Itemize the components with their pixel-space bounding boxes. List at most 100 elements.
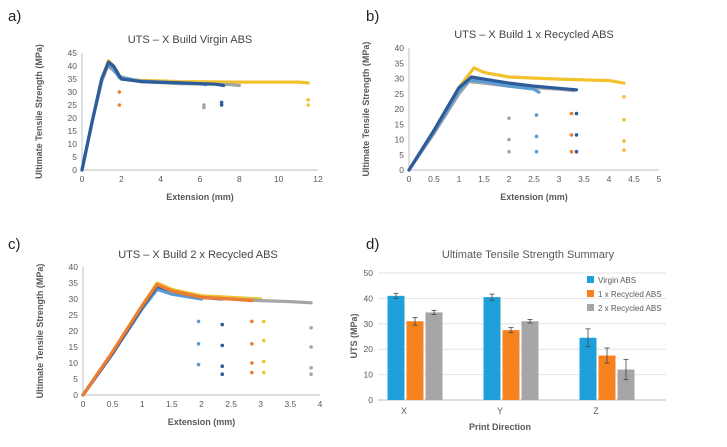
summary-xlabel: Print Direction xyxy=(469,422,531,432)
chart0-ylabel: Ultimate Tensile Strength (MPa) xyxy=(34,44,44,179)
chart0-xtick-label: 8 xyxy=(237,174,242,184)
chart2-series-line-3 xyxy=(81,284,224,397)
chart0-xtick-label: 10 xyxy=(274,174,284,184)
chart0-ytick-label: 10 xyxy=(68,139,78,149)
chart2-ytick-label: 35 xyxy=(69,278,79,288)
chart0-title: UTS – X Build Virgin ABS xyxy=(128,34,253,46)
chart2-xtick-label: 2 xyxy=(199,399,204,409)
summary-legend-swatch xyxy=(587,276,594,283)
chart0-ytick-label: 35 xyxy=(68,74,78,84)
chart1-xtick-label: 2.5 xyxy=(528,174,540,184)
summary-title: Ultimate Tensile Strength Summary xyxy=(442,249,615,261)
summary-legend-swatch xyxy=(587,290,594,297)
chart1-data-point xyxy=(569,149,574,154)
summary-category-label: Z xyxy=(593,406,599,416)
chart2-ytick-label: 25 xyxy=(69,310,79,320)
chart0-xtick-label: 2 xyxy=(119,174,124,184)
chart0-xlabel: Extension (mm) xyxy=(166,192,234,202)
chart2-ytick-label: 15 xyxy=(69,342,79,352)
chart1-xtick-label: 2 xyxy=(507,174,512,184)
summary-category-label: Y xyxy=(497,406,503,416)
summary-bar xyxy=(387,295,405,400)
chart1-ytick-label: 5 xyxy=(399,150,404,160)
chart1-xtick-label: 0.5 xyxy=(428,174,440,184)
chart2-xtick-label: 3.5 xyxy=(284,399,296,409)
chart1-series-line-1 xyxy=(407,79,576,172)
chart0-xtick-label: 6 xyxy=(198,174,203,184)
chart2-data-point xyxy=(250,370,254,375)
chart2-data-point xyxy=(309,345,313,349)
chart0-ytick-label: 45 xyxy=(68,48,78,58)
chart2-data-point xyxy=(250,342,254,346)
chart0-ytick-label: 15 xyxy=(68,126,78,136)
summary-bar xyxy=(406,321,424,400)
chart1-ylabel: Ultimate Tensile Strength (MPa) xyxy=(361,42,371,177)
panel-letter-a: a) xyxy=(8,8,22,25)
panel-letter-b: b) xyxy=(366,8,380,25)
chart1-data-point xyxy=(534,149,539,154)
chart0-series-line-0 xyxy=(80,59,310,172)
chart2-ylabel: Ultimate Tensile Strength (MPa) xyxy=(35,264,45,399)
summary-category-label: X xyxy=(401,406,407,416)
chart1-data-point xyxy=(574,133,579,137)
chart0-data-point xyxy=(117,90,122,94)
chart2-data-point xyxy=(220,322,225,327)
chart2-data-point xyxy=(220,372,225,377)
chart1-xtick-label: 1 xyxy=(457,174,462,184)
chart2-title: UTS – X Build 2 x Recycled ABS xyxy=(118,249,278,261)
summary-ytick-label: 20 xyxy=(364,344,374,354)
chart0-ytick-label: 30 xyxy=(68,87,78,97)
chart1-ytick-label: 35 xyxy=(395,58,405,68)
chart1-data-point xyxy=(534,113,539,117)
panel-letter-d: d) xyxy=(366,236,380,253)
chart2-series-line-4 xyxy=(81,283,254,397)
chart1-data-point xyxy=(507,149,511,154)
chart0-ytick-label: 0 xyxy=(72,165,77,175)
chart1-ytick-label: 25 xyxy=(395,89,405,99)
chart2-data-point xyxy=(250,319,254,324)
chart1-ytick-label: 15 xyxy=(395,119,405,129)
chart2-data-point xyxy=(220,343,225,348)
chart1-series-line-3 xyxy=(407,75,579,172)
chart2-xlabel: Extension (mm) xyxy=(168,417,236,427)
chart2-ytick-label: 10 xyxy=(69,358,79,368)
chart1-xtick-label: 1.5 xyxy=(478,174,490,184)
chart0-data-point xyxy=(306,103,310,107)
chart2-xtick-label: 1 xyxy=(140,399,145,409)
panel-letter-c: c) xyxy=(8,236,21,253)
chart2-data-point xyxy=(196,319,201,324)
summary-legend-label: 2 x Recycled ABS xyxy=(598,304,662,313)
chart0-ytick-label: 5 xyxy=(72,152,77,162)
chart0-data-point xyxy=(219,103,224,107)
chart1-data-point xyxy=(574,111,579,116)
summary-bar xyxy=(579,337,597,400)
chart2-data-point xyxy=(309,366,313,370)
chart1-ytick-label: 0 xyxy=(399,165,404,175)
chart1-ytick-label: 10 xyxy=(395,135,405,145)
chart1-xtick-label: 3 xyxy=(557,174,562,184)
chart2-data-point xyxy=(261,319,266,324)
chart2-xtick-label: 2.5 xyxy=(225,399,237,409)
chart1-data-point xyxy=(507,116,511,120)
chart1-xtick-label: 4 xyxy=(607,174,612,184)
summary-legend-swatch xyxy=(587,304,594,311)
chart2-ytick-label: 20 xyxy=(69,326,79,336)
chart2-xtick-label: 1.5 xyxy=(166,399,178,409)
chart1-xtick-label: 4.5 xyxy=(628,174,640,184)
chart0-data-point xyxy=(117,103,122,107)
summary-ytick-label: 0 xyxy=(368,395,373,405)
chart1-data-point xyxy=(622,139,626,143)
chart1-data-point xyxy=(507,137,511,142)
chart1-title: UTS – X Build 1 x Recycled ABS xyxy=(454,29,614,41)
chart0-data-point xyxy=(219,100,224,105)
chart2-ytick-label: 0 xyxy=(73,390,78,400)
chart2-data-point xyxy=(261,338,266,343)
chart1-xlabel: Extension (mm) xyxy=(500,192,568,202)
chart1-data-point xyxy=(534,134,539,139)
chart0-data-point xyxy=(202,103,206,107)
chart1-data-point xyxy=(622,148,626,152)
summary-ylabel: UTS (MPa) xyxy=(349,313,359,358)
chart0-ytick-label: 20 xyxy=(68,113,78,123)
chart1-data-point xyxy=(622,117,626,122)
